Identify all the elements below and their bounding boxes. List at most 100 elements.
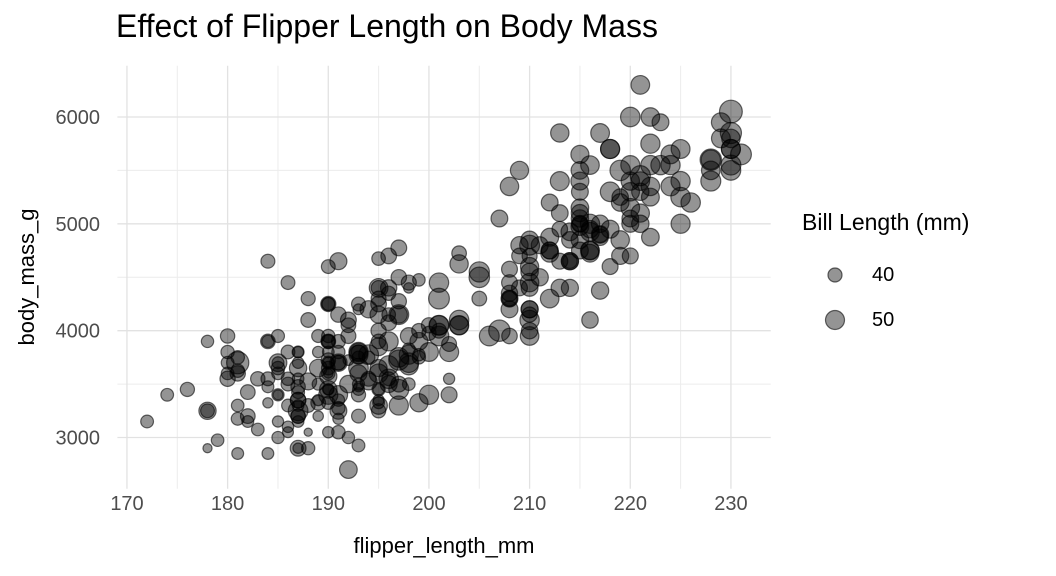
legend-key — [819, 259, 851, 291]
data-point — [210, 433, 225, 448]
data-point — [590, 123, 611, 143]
data-point — [219, 328, 236, 344]
data-point — [268, 353, 288, 373]
data-point — [198, 401, 217, 421]
data-point — [272, 389, 284, 401]
x-axis-title: flipper_length_mm — [353, 533, 535, 558]
data-point — [321, 345, 335, 359]
data-point — [239, 384, 256, 401]
data-point — [499, 176, 520, 197]
data-point — [549, 171, 570, 192]
data-point — [200, 403, 215, 419]
data-point — [260, 253, 276, 269]
data-point — [220, 355, 235, 370]
data-point — [398, 344, 419, 365]
data-point — [570, 171, 590, 191]
data-point — [570, 144, 590, 165]
data-point — [231, 446, 245, 461]
data-point — [230, 411, 245, 426]
data-point — [670, 138, 691, 160]
data-point — [580, 221, 600, 242]
data-point — [428, 325, 450, 347]
data-point — [580, 155, 600, 175]
data-point — [350, 387, 367, 403]
data-point — [570, 230, 590, 250]
x-tick-label: 200 — [412, 493, 445, 515]
data-point — [229, 365, 246, 382]
data-point — [409, 331, 429, 351]
data-point — [202, 443, 213, 454]
data-point — [250, 422, 265, 437]
x-tick-label: 220 — [614, 493, 647, 515]
data-point — [540, 193, 559, 212]
data-point — [621, 209, 640, 228]
data-point — [550, 278, 570, 298]
data-point — [500, 300, 519, 319]
data-point — [448, 309, 470, 331]
data-point — [519, 234, 541, 256]
data-point — [539, 288, 560, 309]
data-point — [699, 148, 723, 172]
data-point — [519, 309, 540, 331]
data-point — [490, 209, 509, 228]
data-point — [560, 278, 580, 298]
data-point — [449, 254, 469, 274]
data-point — [442, 372, 456, 386]
data-point — [230, 398, 245, 413]
data-point — [288, 358, 308, 378]
data-point — [540, 227, 560, 247]
data-point — [570, 182, 589, 201]
data-point — [468, 261, 490, 283]
data-point — [261, 380, 275, 394]
data-point — [280, 344, 296, 360]
data-point — [680, 192, 701, 213]
data-point — [390, 239, 408, 257]
data-point — [519, 326, 540, 346]
data-point — [412, 273, 426, 287]
data-point — [630, 203, 651, 223]
y-tick-label: 5000 — [56, 214, 101, 236]
data-point — [329, 252, 348, 271]
data-point — [179, 381, 196, 398]
data-point — [640, 227, 660, 247]
legend-key-circle — [824, 309, 846, 331]
data-point — [570, 203, 590, 223]
data-point — [619, 106, 641, 128]
x-tick-label: 230 — [714, 493, 747, 515]
data-point — [630, 214, 650, 234]
data-point — [640, 107, 661, 127]
data-point — [368, 277, 389, 298]
data-point — [630, 171, 651, 192]
data-point — [521, 247, 538, 264]
data-point — [369, 305, 388, 324]
data-point — [378, 355, 399, 376]
data-point — [591, 228, 609, 247]
data-point — [471, 290, 488, 307]
data-point — [611, 246, 630, 266]
data-point — [700, 149, 722, 170]
legend-title: Bill Length (mm) — [802, 209, 970, 235]
data-point — [261, 334, 275, 349]
data-point — [350, 296, 367, 312]
data-point — [540, 241, 559, 260]
data-point — [303, 427, 313, 437]
data-point — [280, 275, 296, 291]
data-point — [261, 447, 275, 460]
data-point — [320, 296, 336, 312]
data-point — [321, 334, 336, 349]
data-point — [318, 380, 338, 399]
data-point — [468, 266, 491, 289]
data-point — [550, 123, 570, 143]
data-point — [551, 252, 569, 270]
data-point — [289, 439, 307, 457]
data-point — [601, 258, 619, 276]
data-point — [271, 356, 285, 370]
x-tick-label: 170 — [110, 493, 143, 515]
data-point — [599, 138, 621, 160]
data-point — [500, 260, 519, 278]
data-point — [318, 384, 339, 405]
data-point — [339, 311, 357, 329]
data-point — [281, 426, 295, 439]
y-tick-label: 3000 — [56, 428, 101, 450]
